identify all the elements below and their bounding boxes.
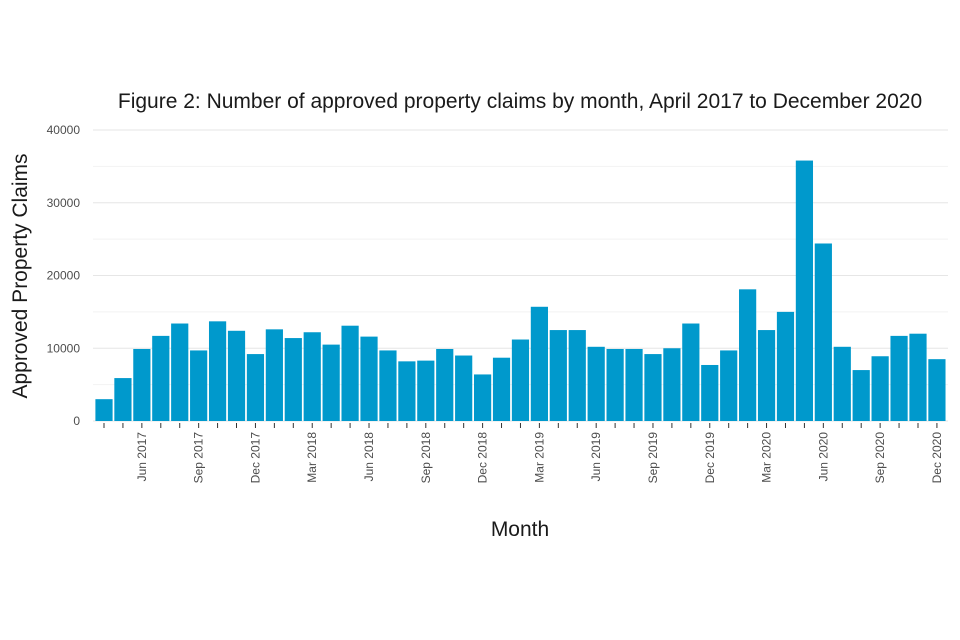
y-tick-label: 10000 [47, 341, 81, 355]
bar: Jan 2020: 9700 [720, 350, 738, 421]
bar: Dec 2018: 6400 [474, 374, 492, 421]
bar: Oct 2018: 9900 [436, 348, 454, 421]
bar: May 2018: 13100 [341, 325, 359, 421]
y-tick-label: 30000 [47, 196, 81, 210]
x-tick-label: Dec 2020 [930, 432, 944, 484]
bar: Apr 2019: 12500 [549, 330, 567, 421]
x-tick-label: Mar 2018 [305, 432, 319, 483]
bar: Jul 2018: 9700 [379, 350, 397, 421]
y-tick-label: 0 [73, 414, 80, 428]
x-tick-label: Jun 2018 [362, 432, 376, 482]
bar: Feb 2019: 11200 [511, 339, 530, 421]
y-axis-label: Approved Property Claims [9, 153, 32, 398]
bar: May 2020: 35800 [795, 160, 814, 421]
bar: Nov 2020: 12000 [909, 333, 927, 421]
bar: Jul 2019: 9900 [606, 348, 624, 421]
bar: Aug 2019: 9900 [625, 348, 643, 421]
x-tick-label: Dec 2018 [476, 432, 490, 484]
bar: Mar 2018: 12200 [303, 332, 321, 421]
x-tick-label: Dec 2019 [703, 432, 717, 484]
x-tick-label: Jun 2019 [589, 432, 603, 482]
bar: Jul 2017: 11700 [152, 335, 170, 421]
bar: May 2017: 5900 [114, 378, 132, 421]
x-tick-label: Jun 2020 [816, 432, 830, 482]
bar: Oct 2017: 13700 [208, 321, 227, 421]
y-tick-label: 40000 [47, 123, 81, 137]
bar: Jan 2019: 8700 [492, 357, 511, 421]
bar: May 2019: 12500 [568, 330, 586, 421]
chart-title: Figure 2: Number of approved property cl… [118, 90, 922, 113]
bar: Apr 2017: 3000 [95, 399, 113, 421]
bar: Sep 2020: 8900 [871, 356, 889, 421]
bar: Apr 2020: 15000 [776, 311, 795, 421]
bar: Dec 2020: 8500 [928, 359, 946, 421]
bar: Sep 2017: 9700 [190, 350, 208, 421]
bar: Jan 2018: 12600 [265, 329, 283, 421]
bar: Jun 2019: 10200 [587, 346, 605, 421]
bar: Jul 2020: 10200 [833, 346, 851, 421]
bar: Mar 2019: 15700 [530, 306, 548, 421]
bar: Dec 2017: 9200 [246, 354, 265, 421]
bar: Oct 2019: 10000 [663, 348, 681, 421]
bar: Jun 2020: 24400 [814, 243, 832, 421]
bar: Aug 2020: 7000 [852, 370, 870, 421]
bar: Jun 2018: 11600 [360, 336, 378, 421]
bar: Aug 2018: 8200 [398, 361, 416, 421]
x-tick-label: Jun 2017 [135, 432, 149, 482]
bar: Nov 2019: 13400 [682, 323, 700, 421]
bar: Feb 2018: 11400 [284, 338, 302, 421]
bar: Oct 2020: 11700 [890, 335, 908, 421]
bar: Sep 2018: 8300 [417, 360, 435, 421]
bar: Mar 2020: 12500 [757, 330, 776, 421]
bar: Apr 2018: 10500 [322, 344, 340, 421]
x-axis-label: Month [491, 518, 549, 541]
x-axis-ticks [103, 423, 938, 428]
x-axis-tick-labels: Jun 2017 Sep 2017 Dec 2017 Mar 2018 Jun 2018… [135, 432, 944, 484]
x-tick-label: Dec 2017 [248, 432, 262, 484]
bar: Jun 2017: 9900 [133, 348, 151, 421]
y-axis-tick-labels: 0 10000 20000 30000 40000 [47, 123, 81, 428]
bar: Sep 2019: 9200 [644, 354, 662, 421]
x-tick-label: Mar 2019 [532, 432, 546, 483]
bars: Apr 2017: 3000May 2017: 5900Jun 2017: 99… [95, 160, 946, 421]
x-tick-label: Sep 2020 [873, 432, 887, 484]
bar: Feb 2020: 18100 [739, 289, 757, 421]
bar: Dec 2019: 7700 [701, 364, 719, 421]
bar: Nov 2017: 12400 [227, 330, 246, 421]
x-tick-label: Sep 2019 [646, 432, 660, 484]
x-tick-label: Sep 2017 [192, 432, 206, 484]
x-tick-label: Sep 2018 [419, 432, 433, 484]
x-tick-label: Mar 2020 [760, 432, 774, 483]
y-tick-label: 20000 [47, 269, 81, 283]
bar: Aug 2017: 13400 [171, 323, 189, 421]
bar: Nov 2018: 9000 [455, 355, 473, 421]
